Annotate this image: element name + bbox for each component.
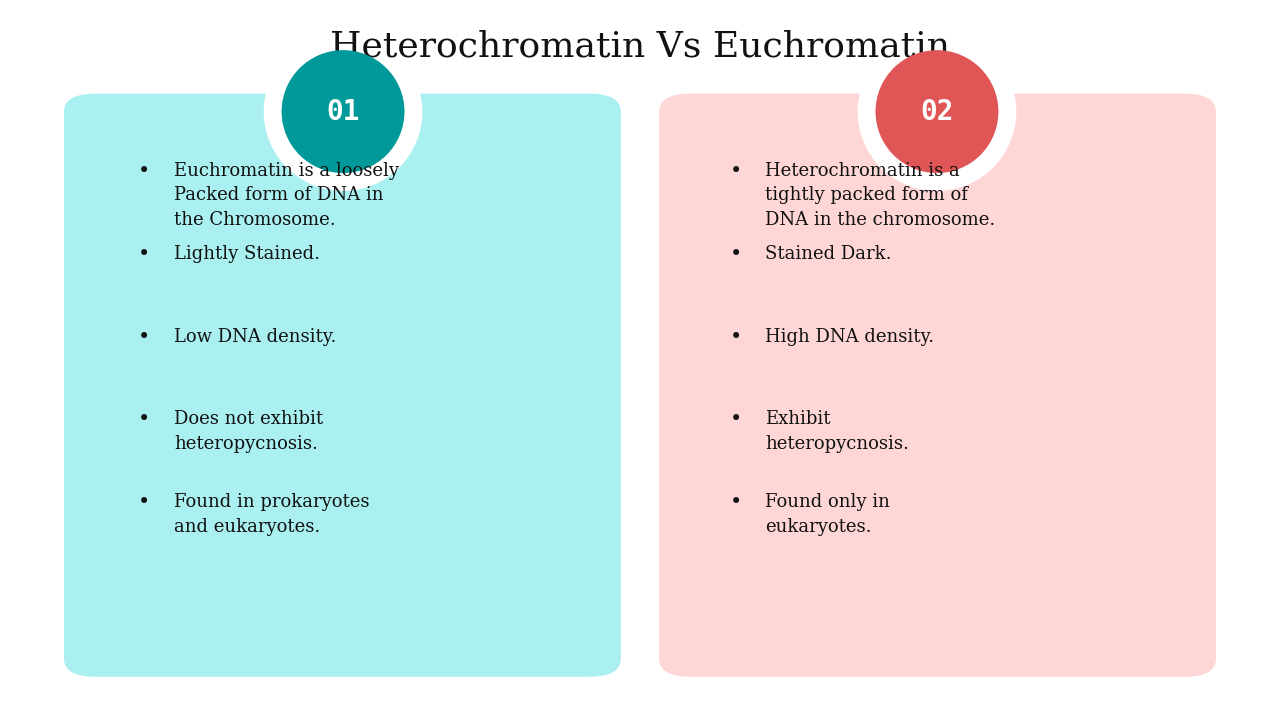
Text: •: •: [730, 410, 742, 429]
FancyBboxPatch shape: [659, 94, 1216, 677]
Text: •: •: [138, 493, 151, 512]
Text: •: •: [138, 328, 151, 346]
Text: Found in prokaryotes
and eukaryotes.: Found in prokaryotes and eukaryotes.: [174, 493, 370, 536]
Text: Heterochromatin Vs Euchromatin: Heterochromatin Vs Euchromatin: [330, 30, 950, 64]
Text: Stained Dark.: Stained Dark.: [765, 245, 892, 263]
Text: •: •: [138, 410, 151, 429]
Text: •: •: [730, 245, 742, 264]
Ellipse shape: [876, 50, 998, 173]
Text: 01: 01: [326, 98, 360, 125]
Text: •: •: [730, 162, 742, 181]
Text: Does not exhibit
heteropycnosis.: Does not exhibit heteropycnosis.: [174, 410, 324, 453]
Ellipse shape: [264, 32, 422, 191]
Text: 02: 02: [920, 98, 954, 125]
Text: •: •: [730, 493, 742, 512]
Text: Found only in
eukaryotes.: Found only in eukaryotes.: [765, 493, 891, 536]
Ellipse shape: [858, 32, 1016, 191]
FancyBboxPatch shape: [64, 94, 621, 677]
Text: Heterochromatin is a
tightly packed form of
DNA in the chromosome.: Heterochromatin is a tightly packed form…: [765, 162, 996, 229]
Text: •: •: [138, 162, 151, 181]
Text: Exhibit
heteropycnosis.: Exhibit heteropycnosis.: [765, 410, 909, 453]
Text: •: •: [730, 328, 742, 346]
Text: Low DNA density.: Low DNA density.: [174, 328, 337, 346]
Ellipse shape: [282, 50, 404, 173]
Text: High DNA density.: High DNA density.: [765, 328, 934, 346]
Text: Lightly Stained.: Lightly Stained.: [174, 245, 320, 263]
Text: Euchromatin is a loosely
Packed form of DNA in
the Chromosome.: Euchromatin is a loosely Packed form of …: [174, 162, 399, 229]
Text: •: •: [138, 245, 151, 264]
